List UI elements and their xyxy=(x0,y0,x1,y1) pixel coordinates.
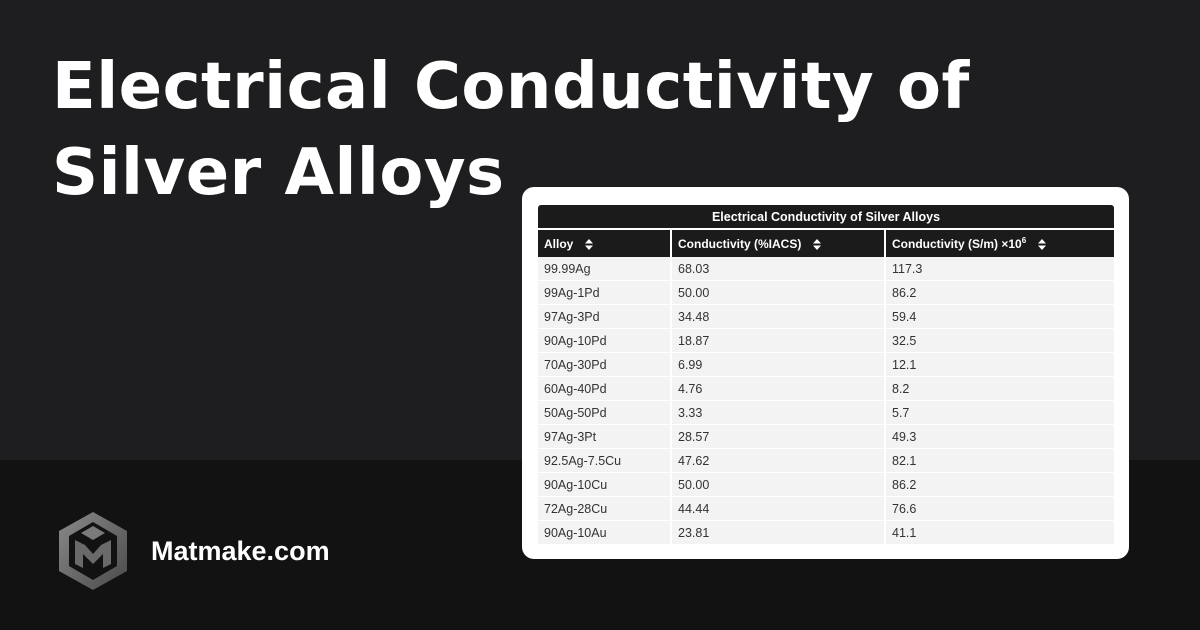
cell-alloy: 90Ag-10Au xyxy=(538,521,672,545)
cell-iacs: 50.00 xyxy=(672,281,886,305)
column-header-alloy[interactable]: Alloy xyxy=(538,230,672,257)
sort-icon xyxy=(584,238,593,250)
cell-iacs: 28.57 xyxy=(672,425,886,449)
column-header-label: Alloy xyxy=(544,236,574,251)
cell-alloy: 60Ag-40Pd xyxy=(538,377,672,401)
column-header-label: Conductivity (%IACS) xyxy=(678,236,802,251)
table-row: 97Ag-3Pt 28.57 49.3 xyxy=(538,425,1114,449)
cell-iacs: 18.87 xyxy=(672,329,886,353)
cell-iacs: 6.99 xyxy=(672,353,886,377)
cell-sm: 86.2 xyxy=(886,473,1114,497)
table-card: Electrical Conductivity of Silver Alloys… xyxy=(522,187,1129,559)
table-row: 99Ag-1Pd 50.00 86.2 xyxy=(538,281,1114,305)
table-row: 92.5Ag-7.5Cu 47.62 82.1 xyxy=(538,449,1114,473)
cell-alloy: 70Ag-30Pd xyxy=(538,353,672,377)
column-header-iacs[interactable]: Conductivity (%IACS) xyxy=(672,230,886,257)
cell-sm: 32.5 xyxy=(886,329,1114,353)
cell-sm: 8.2 xyxy=(886,377,1114,401)
table-row: 72Ag-28Cu 44.44 76.6 xyxy=(538,497,1114,521)
table-row: 90Ag-10Cu 50.00 86.2 xyxy=(538,473,1114,497)
brand-name: Matmake.com xyxy=(151,535,330,566)
matmake-cube-logo-icon xyxy=(59,512,127,590)
cell-iacs: 34.48 xyxy=(672,305,886,329)
table-row: 90Ag-10Au 23.81 41.1 xyxy=(538,521,1114,545)
cell-iacs: 4.76 xyxy=(672,377,886,401)
cell-alloy: 92.5Ag-7.5Cu xyxy=(538,449,672,473)
cell-sm: 5.7 xyxy=(886,401,1114,425)
sort-icon xyxy=(812,238,821,250)
column-header-sm[interactable]: Conductivity (S/m) ×106 xyxy=(886,230,1114,257)
table-caption: Electrical Conductivity of Silver Alloys xyxy=(538,205,1114,230)
conductivity-table: Electrical Conductivity of Silver Alloys… xyxy=(538,205,1114,545)
cell-sm: 59.4 xyxy=(886,305,1114,329)
cell-iacs: 50.00 xyxy=(672,473,886,497)
cell-alloy: 50Ag-50Pd xyxy=(538,401,672,425)
cell-sm: 117.3 xyxy=(886,257,1114,281)
table-row: 70Ag-30Pd 6.99 12.1 xyxy=(538,353,1114,377)
cell-iacs: 47.62 xyxy=(672,449,886,473)
cell-alloy: 90Ag-10Pd xyxy=(538,329,672,353)
brand[interactable]: Matmake.com xyxy=(55,510,330,592)
cell-iacs: 23.81 xyxy=(672,521,886,545)
column-header-label: Conductivity (S/m) ×10 xyxy=(892,237,1022,251)
table-row: 50Ag-50Pd 3.33 5.7 xyxy=(538,401,1114,425)
table-row: 99.99Ag 68.03 117.3 xyxy=(538,257,1114,281)
cell-iacs: 3.33 xyxy=(672,401,886,425)
page-title: Electrical Conductivity of Silver Alloys xyxy=(52,50,970,210)
cell-sm: 82.1 xyxy=(886,449,1114,473)
cell-alloy: 99.99Ag xyxy=(538,257,672,281)
table-row: 97Ag-3Pd 34.48 59.4 xyxy=(538,305,1114,329)
cell-sm: 41.1 xyxy=(886,521,1114,545)
cell-sm: 12.1 xyxy=(886,353,1114,377)
cell-alloy: 90Ag-10Cu xyxy=(538,473,672,497)
cell-iacs: 68.03 xyxy=(672,257,886,281)
table-row: 60Ag-40Pd 4.76 8.2 xyxy=(538,377,1114,401)
sort-icon xyxy=(1037,239,1046,251)
cell-sm: 76.6 xyxy=(886,497,1114,521)
column-header-exponent: 6 xyxy=(1021,236,1027,245)
table-row: 90Ag-10Pd 18.87 32.5 xyxy=(538,329,1114,353)
cell-sm: 86.2 xyxy=(886,281,1114,305)
cell-alloy: 72Ag-28Cu xyxy=(538,497,672,521)
cell-alloy: 99Ag-1Pd xyxy=(538,281,672,305)
table-header-row: Alloy Conductivity (%IACS) Conductivity … xyxy=(538,230,1114,257)
cell-alloy: 97Ag-3Pd xyxy=(538,305,672,329)
cell-sm: 49.3 xyxy=(886,425,1114,449)
cell-alloy: 97Ag-3Pt xyxy=(538,425,672,449)
cell-iacs: 44.44 xyxy=(672,497,886,521)
